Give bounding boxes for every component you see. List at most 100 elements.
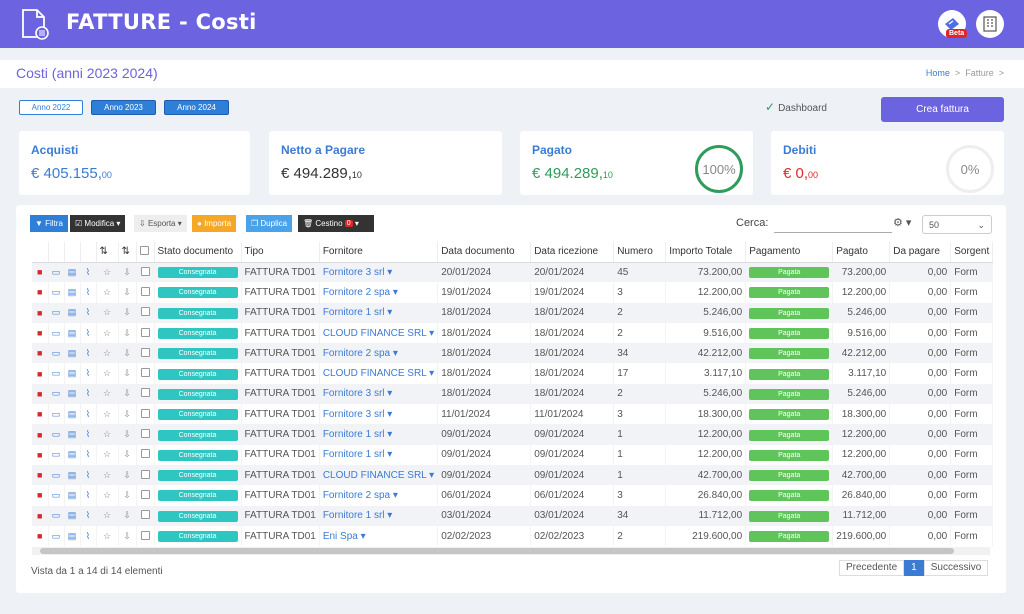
paperclip-icon[interactable]: ⌇	[80, 262, 97, 283]
trash-icon[interactable]: ■	[32, 464, 49, 486]
trash-icon[interactable]: ■	[32, 404, 49, 425]
row-checkbox[interactable]	[136, 302, 155, 323]
table-row[interactable]: ■ ▭ ▤ ⌇ ☆ ⇩ Consegnata FATTURA TD01 Fornitore 1 …	[32, 424, 994, 445]
col-da-pagare[interactable]: Da pagare	[889, 242, 952, 263]
trash-icon[interactable]: ■	[32, 363, 49, 384]
row-checkbox[interactable]	[136, 505, 155, 526]
row-checkbox[interactable]	[136, 343, 155, 364]
company-button[interactable]	[976, 10, 1004, 38]
sort-icon[interactable]: ⇅	[118, 242, 137, 263]
search-input[interactable]	[774, 215, 892, 233]
pdf-icon[interactable]: ▤	[64, 343, 81, 364]
row-checkbox[interactable]	[136, 404, 155, 425]
paperclip-icon[interactable]: ⌇	[80, 444, 97, 465]
col-data-documento[interactable]: Data documento	[437, 242, 532, 263]
cell-fornitore[interactable]: CLOUD FINANCE SRL ▾	[319, 322, 439, 344]
create-invoice-button[interactable]: Crea fattura	[881, 97, 1004, 122]
trash-icon[interactable]: ■	[32, 343, 49, 364]
pdf-icon[interactable]: ▤	[64, 485, 81, 506]
col-numero[interactable]: Numero	[613, 242, 667, 263]
horizontal-scrollbar[interactable]	[32, 547, 990, 555]
file-icon[interactable]: ▭	[48, 525, 65, 547]
duplicate-button[interactable]: ❐ Duplica	[246, 215, 293, 232]
cell-fornitore[interactable]: Fornitore 2 spa ▾	[319, 282, 439, 303]
cell-fornitore[interactable]: Fornitore 3 srl ▾	[319, 383, 439, 405]
row-checkbox[interactable]	[136, 525, 155, 547]
pdf-icon[interactable]: ▤	[64, 505, 81, 526]
col-importo[interactable]: Importo Totale	[665, 242, 747, 263]
table-row[interactable]: ■ ▭ ▤ ⌇ ☆ ⇩ Consegnata FATTURA TD01 Fornitore 2 …	[32, 282, 994, 303]
file-icon[interactable]: ▭	[48, 424, 65, 445]
file-icon[interactable]: ▭	[48, 262, 65, 283]
file-icon[interactable]: ▭	[48, 505, 65, 526]
cell-fornitore[interactable]: Fornitore 3 srl ▾	[319, 262, 439, 283]
paperclip-icon[interactable]: ⌇	[80, 282, 97, 303]
pdf-icon[interactable]: ▤	[64, 363, 81, 384]
table-row[interactable]: ■ ▭ ▤ ⌇ ☆ ⇩ Consegnata FATTURA TD01 CLOUD FINANC…	[32, 322, 994, 344]
trash-icon[interactable]: ■	[32, 302, 49, 323]
page-size-select[interactable]: 50 ⌄	[922, 215, 992, 234]
download-icon[interactable]: ⇩	[118, 505, 137, 526]
row-checkbox[interactable]	[136, 383, 155, 405]
table-row[interactable]: ■ ▭ ▤ ⌇ ☆ ⇩ Consegnata FATTURA TD01 Fornitore 1 …	[32, 444, 994, 465]
download-icon[interactable]: ⇩	[118, 282, 137, 303]
pdf-icon[interactable]: ▤	[64, 444, 81, 465]
file-icon[interactable]: ▭	[48, 404, 65, 425]
sort-icon[interactable]: ⇅	[96, 242, 119, 263]
trash-button[interactable]: 🗑 Cestino 0 ▾	[298, 215, 374, 232]
star-icon[interactable]: ☆	[96, 383, 119, 405]
table-row[interactable]: ■ ▭ ▤ ⌇ ☆ ⇩ Consegnata FATTURA TD01 Fornitore 1 …	[32, 302, 994, 323]
page-1-button[interactable]: 1	[904, 560, 924, 576]
pdf-icon[interactable]: ▤	[64, 424, 81, 445]
settings-button[interactable]: ⚙ ▾	[893, 216, 911, 229]
edit-button[interactable]: ☑ Modifica ▾	[70, 215, 126, 232]
star-icon[interactable]: ☆	[96, 505, 119, 526]
download-icon[interactable]: ⇩	[118, 383, 137, 405]
file-icon[interactable]: ▭	[48, 464, 65, 486]
paperclip-icon[interactable]: ⌇	[80, 525, 97, 547]
trash-icon[interactable]: ■	[32, 444, 49, 465]
year-2022-button[interactable]: Anno 2022	[19, 100, 83, 115]
row-checkbox[interactable]	[136, 444, 155, 465]
table-row[interactable]: ■ ▭ ▤ ⌇ ☆ ⇩ Consegnata FATTURA TD01 CLOUD FINANC…	[32, 464, 994, 486]
paperclip-icon[interactable]: ⌇	[80, 404, 97, 425]
cell-fornitore[interactable]: Fornitore 2 spa ▾	[319, 485, 439, 506]
paperclip-icon[interactable]: ⌇	[80, 383, 97, 405]
download-icon[interactable]: ⇩	[118, 464, 137, 486]
cell-fornitore[interactable]: Fornitore 1 srl ▾	[319, 444, 439, 465]
star-icon[interactable]: ☆	[96, 525, 119, 547]
download-icon[interactable]: ⇩	[118, 302, 137, 323]
col-tipo[interactable]: Tipo	[241, 242, 320, 263]
trash-icon[interactable]: ■	[32, 383, 49, 405]
pdf-icon[interactable]: ▤	[64, 282, 81, 303]
file-icon[interactable]: ▭	[48, 444, 65, 465]
import-button[interactable]: ● Importa	[192, 215, 237, 232]
download-icon[interactable]: ⇩	[118, 444, 137, 465]
pdf-icon[interactable]: ▤	[64, 464, 81, 486]
row-checkbox[interactable]	[136, 282, 155, 303]
table-row[interactable]: ■ ▭ ▤ ⌇ ☆ ⇩ Consegnata FATTURA TD01 Fornitore 3 …	[32, 262, 994, 283]
trash-icon[interactable]: ■	[32, 485, 49, 506]
download-icon[interactable]: ⇩	[118, 363, 137, 384]
star-icon[interactable]: ☆	[96, 302, 119, 323]
pdf-icon[interactable]: ▤	[64, 322, 81, 344]
pdf-icon[interactable]: ▤	[64, 404, 81, 425]
table-row[interactable]: ■ ▭ ▤ ⌇ ☆ ⇩ Consegnata FATTURA TD01 Fornitore 1 …	[32, 505, 994, 526]
paperclip-icon[interactable]: ⌇	[80, 302, 97, 323]
row-checkbox[interactable]	[136, 424, 155, 445]
paperclip-icon[interactable]: ⌇	[80, 505, 97, 526]
cell-fornitore[interactable]: Fornitore 1 srl ▾	[319, 424, 439, 445]
file-icon[interactable]: ▭	[48, 282, 65, 303]
trash-icon[interactable]: ■	[32, 525, 49, 547]
col-pagato[interactable]: Pagato	[832, 242, 891, 263]
file-icon[interactable]: ▭	[48, 383, 65, 405]
trash-icon[interactable]: ■	[32, 282, 49, 303]
row-checkbox[interactable]	[136, 262, 155, 283]
row-checkbox[interactable]	[136, 322, 155, 344]
star-icon[interactable]: ☆	[96, 424, 119, 445]
paperclip-icon[interactable]: ⌇	[80, 322, 97, 344]
breadcrumb-current[interactable]: Fatture	[965, 68, 994, 78]
prev-button[interactable]: Precedente	[839, 560, 905, 576]
pdf-icon[interactable]: ▤	[64, 262, 81, 283]
cell-fornitore[interactable]: Fornitore 2 spa ▾	[319, 343, 439, 364]
